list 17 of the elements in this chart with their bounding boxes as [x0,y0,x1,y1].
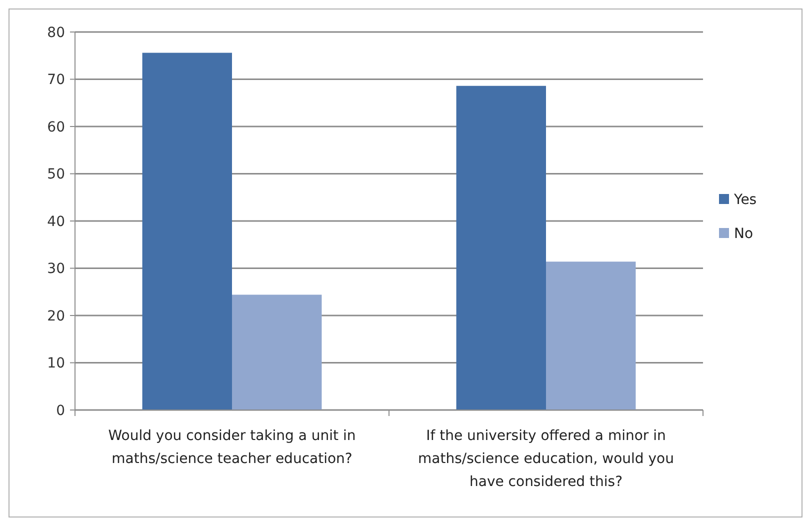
y-tick-label: 40 [47,214,65,230]
y-tick-label: 50 [47,166,65,183]
legend-label: No [734,226,754,242]
bar [456,86,546,410]
legend-label: Yes [733,192,757,208]
y-tick-label: 30 [47,261,65,278]
bar [232,294,322,410]
bar [142,52,232,410]
bar [546,262,636,410]
y-tick-label: 10 [47,356,65,372]
x-tick-label: Would you consider taking a unit in maths/science teacher education? [108,428,356,467]
y-tick-label: 0 [56,402,65,419]
y-tick-label: 80 [47,24,65,41]
y-tick-label: 20 [47,308,65,324]
y-tick-label: 70 [47,72,65,88]
y-tick-label: 60 [47,119,65,136]
x-tick-label: If the university offered a minor in maths/science education, would you have considered this? [418,428,674,490]
